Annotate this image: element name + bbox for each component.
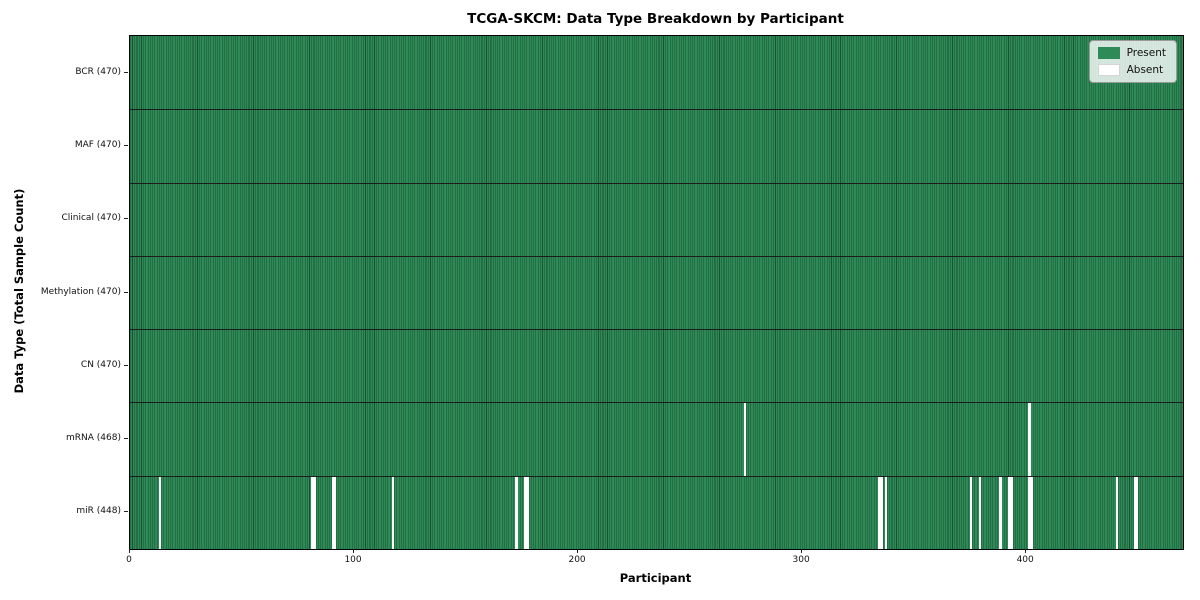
absent-cell (1135, 476, 1139, 549)
absent-cell (524, 476, 527, 549)
absent-cell (311, 476, 314, 549)
y-tick-label-CN: CN (470) (80, 359, 121, 370)
legend-entry-absent: Absent (1097, 64, 1166, 76)
x-axis-title: Participant (619, 571, 692, 585)
legend: Present Absent (1088, 40, 1177, 83)
heatmap-row-Methylation (130, 255, 1183, 330)
y-tick-label-MAF: MAF (470) (74, 139, 121, 150)
x-tick-mark (1025, 549, 1027, 553)
legend-entry-present: Present (1097, 47, 1166, 59)
y-tick-mark (124, 144, 128, 146)
y-tick-label-BCR: BCR (470) (75, 66, 121, 77)
absent-cell (392, 476, 395, 549)
absent-swatch-icon (1097, 64, 1120, 76)
absent-cell (885, 476, 888, 549)
y-tick-mark (124, 218, 128, 220)
x-tick-mark (801, 549, 803, 553)
absent-cell (1010, 476, 1013, 549)
x-tick-label-0: 0 (126, 555, 132, 565)
heatmap-row-MAF (130, 109, 1183, 183)
absent-cell (331, 476, 334, 549)
y-tick-mark (124, 364, 128, 366)
y-tick-label-mRNA: mRNA (468) (66, 433, 121, 444)
absent-cell (333, 476, 337, 549)
x-tick-label-400: 400 (1016, 555, 1034, 565)
chart-title: TCGA-SKCM: Data Type Breakdown by Partic… (467, 11, 844, 27)
heatmap-row-miR (130, 475, 1183, 549)
absent-cell (1008, 476, 1011, 549)
y-tick-label-Clinical: Clinical (470) (61, 213, 121, 224)
absent-cell (970, 476, 973, 549)
heatmap-plot-area: Present Absent (129, 35, 1184, 550)
absent-cell (1115, 476, 1119, 549)
y-tick-mark (124, 71, 128, 73)
y-tick-mark (124, 438, 128, 440)
y-tick-mark (124, 291, 128, 293)
y-tick-label-Methylation: Methylation (470) (40, 286, 121, 297)
heatmap-row-CN (130, 329, 1183, 403)
heatmap-row-Clinical (130, 182, 1183, 256)
y-tick-mark (124, 511, 128, 513)
present-swatch-icon (1097, 47, 1120, 59)
legend-label-present: Present (1126, 47, 1166, 59)
absent-cell (515, 476, 518, 549)
heatmap-row-BCR (130, 36, 1183, 110)
x-tick-mark (129, 549, 130, 553)
absent-cell (999, 476, 1002, 549)
x-tick-label-300: 300 (792, 555, 810, 565)
absent-cell (313, 476, 316, 549)
absent-cell (1028, 476, 1031, 549)
x-tick-mark (577, 549, 579, 553)
x-tick-mark (353, 549, 355, 553)
legend-label-absent: Absent (1126, 64, 1164, 76)
absent-cell (526, 476, 529, 549)
absent-cell (878, 476, 881, 549)
absent-cell (1133, 476, 1136, 549)
x-tick-label-100: 100 (344, 555, 362, 565)
absent-cell (1028, 403, 1031, 476)
absent-cell (880, 476, 883, 549)
absent-cell (1030, 476, 1033, 549)
absent-cell (159, 476, 162, 549)
y-tick-label-miR: miR (448) (76, 506, 121, 517)
absent-cell (979, 476, 982, 549)
absent-cell (743, 403, 747, 476)
x-tick-label-200: 200 (568, 555, 586, 565)
heatmap-row-mRNA (130, 402, 1183, 476)
